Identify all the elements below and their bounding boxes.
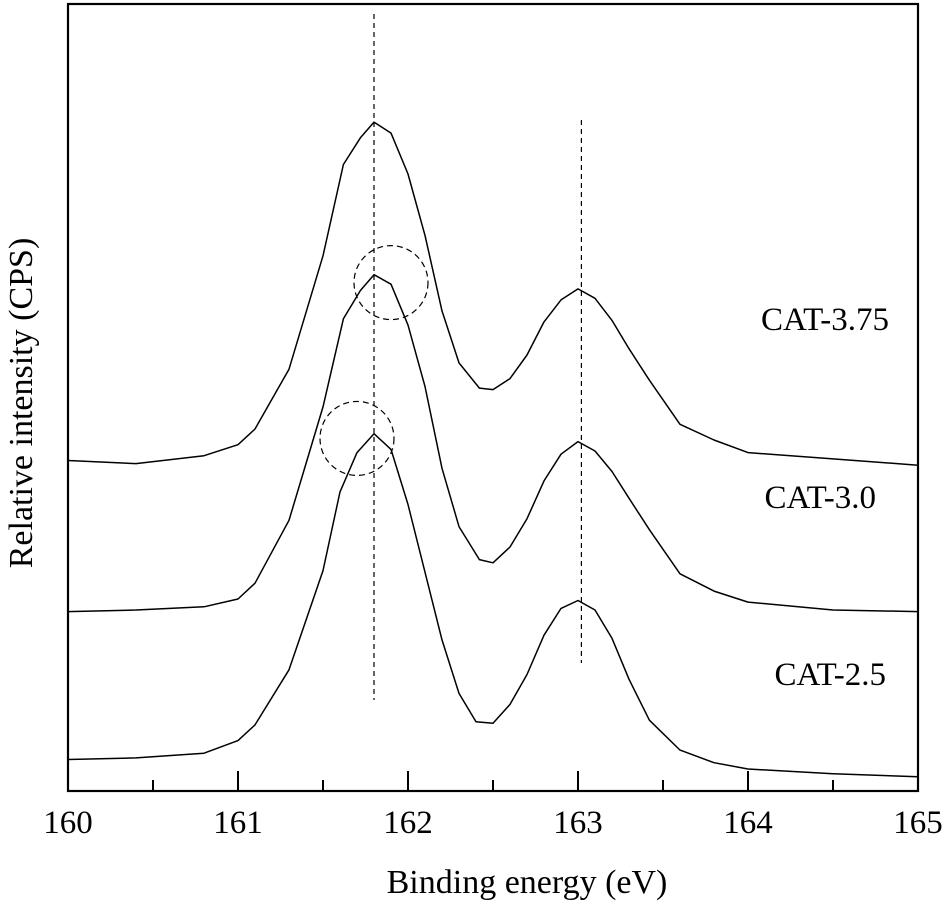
x-axis-label: Binding energy (eV) [387,864,668,901]
series-line-cat-2-5 [67,432,919,778]
x-tick-label-160: 160 [43,805,93,841]
series-label-cat-2-5: CAT-2.5 [774,657,886,693]
x-tick-label-162: 162 [383,805,433,841]
highlight-circle-1 [353,244,429,321]
y-axis-label: Relative intensity (CPS) [3,238,40,569]
x-tick-label-164: 164 [723,805,773,841]
highlight-circle-2 [319,400,395,477]
x-tick-label-161: 161 [213,805,263,841]
series-label-cat-3-75: CAT-3.75 [761,302,889,338]
series-line-cat-3-75 [67,121,919,466]
series-label-cat-3-0: CAT-3.0 [764,480,876,516]
x-tick-label-165: 165 [893,805,943,841]
series-line-cat-3-0 [67,273,919,613]
x-tick-label-163: 163 [553,805,603,841]
